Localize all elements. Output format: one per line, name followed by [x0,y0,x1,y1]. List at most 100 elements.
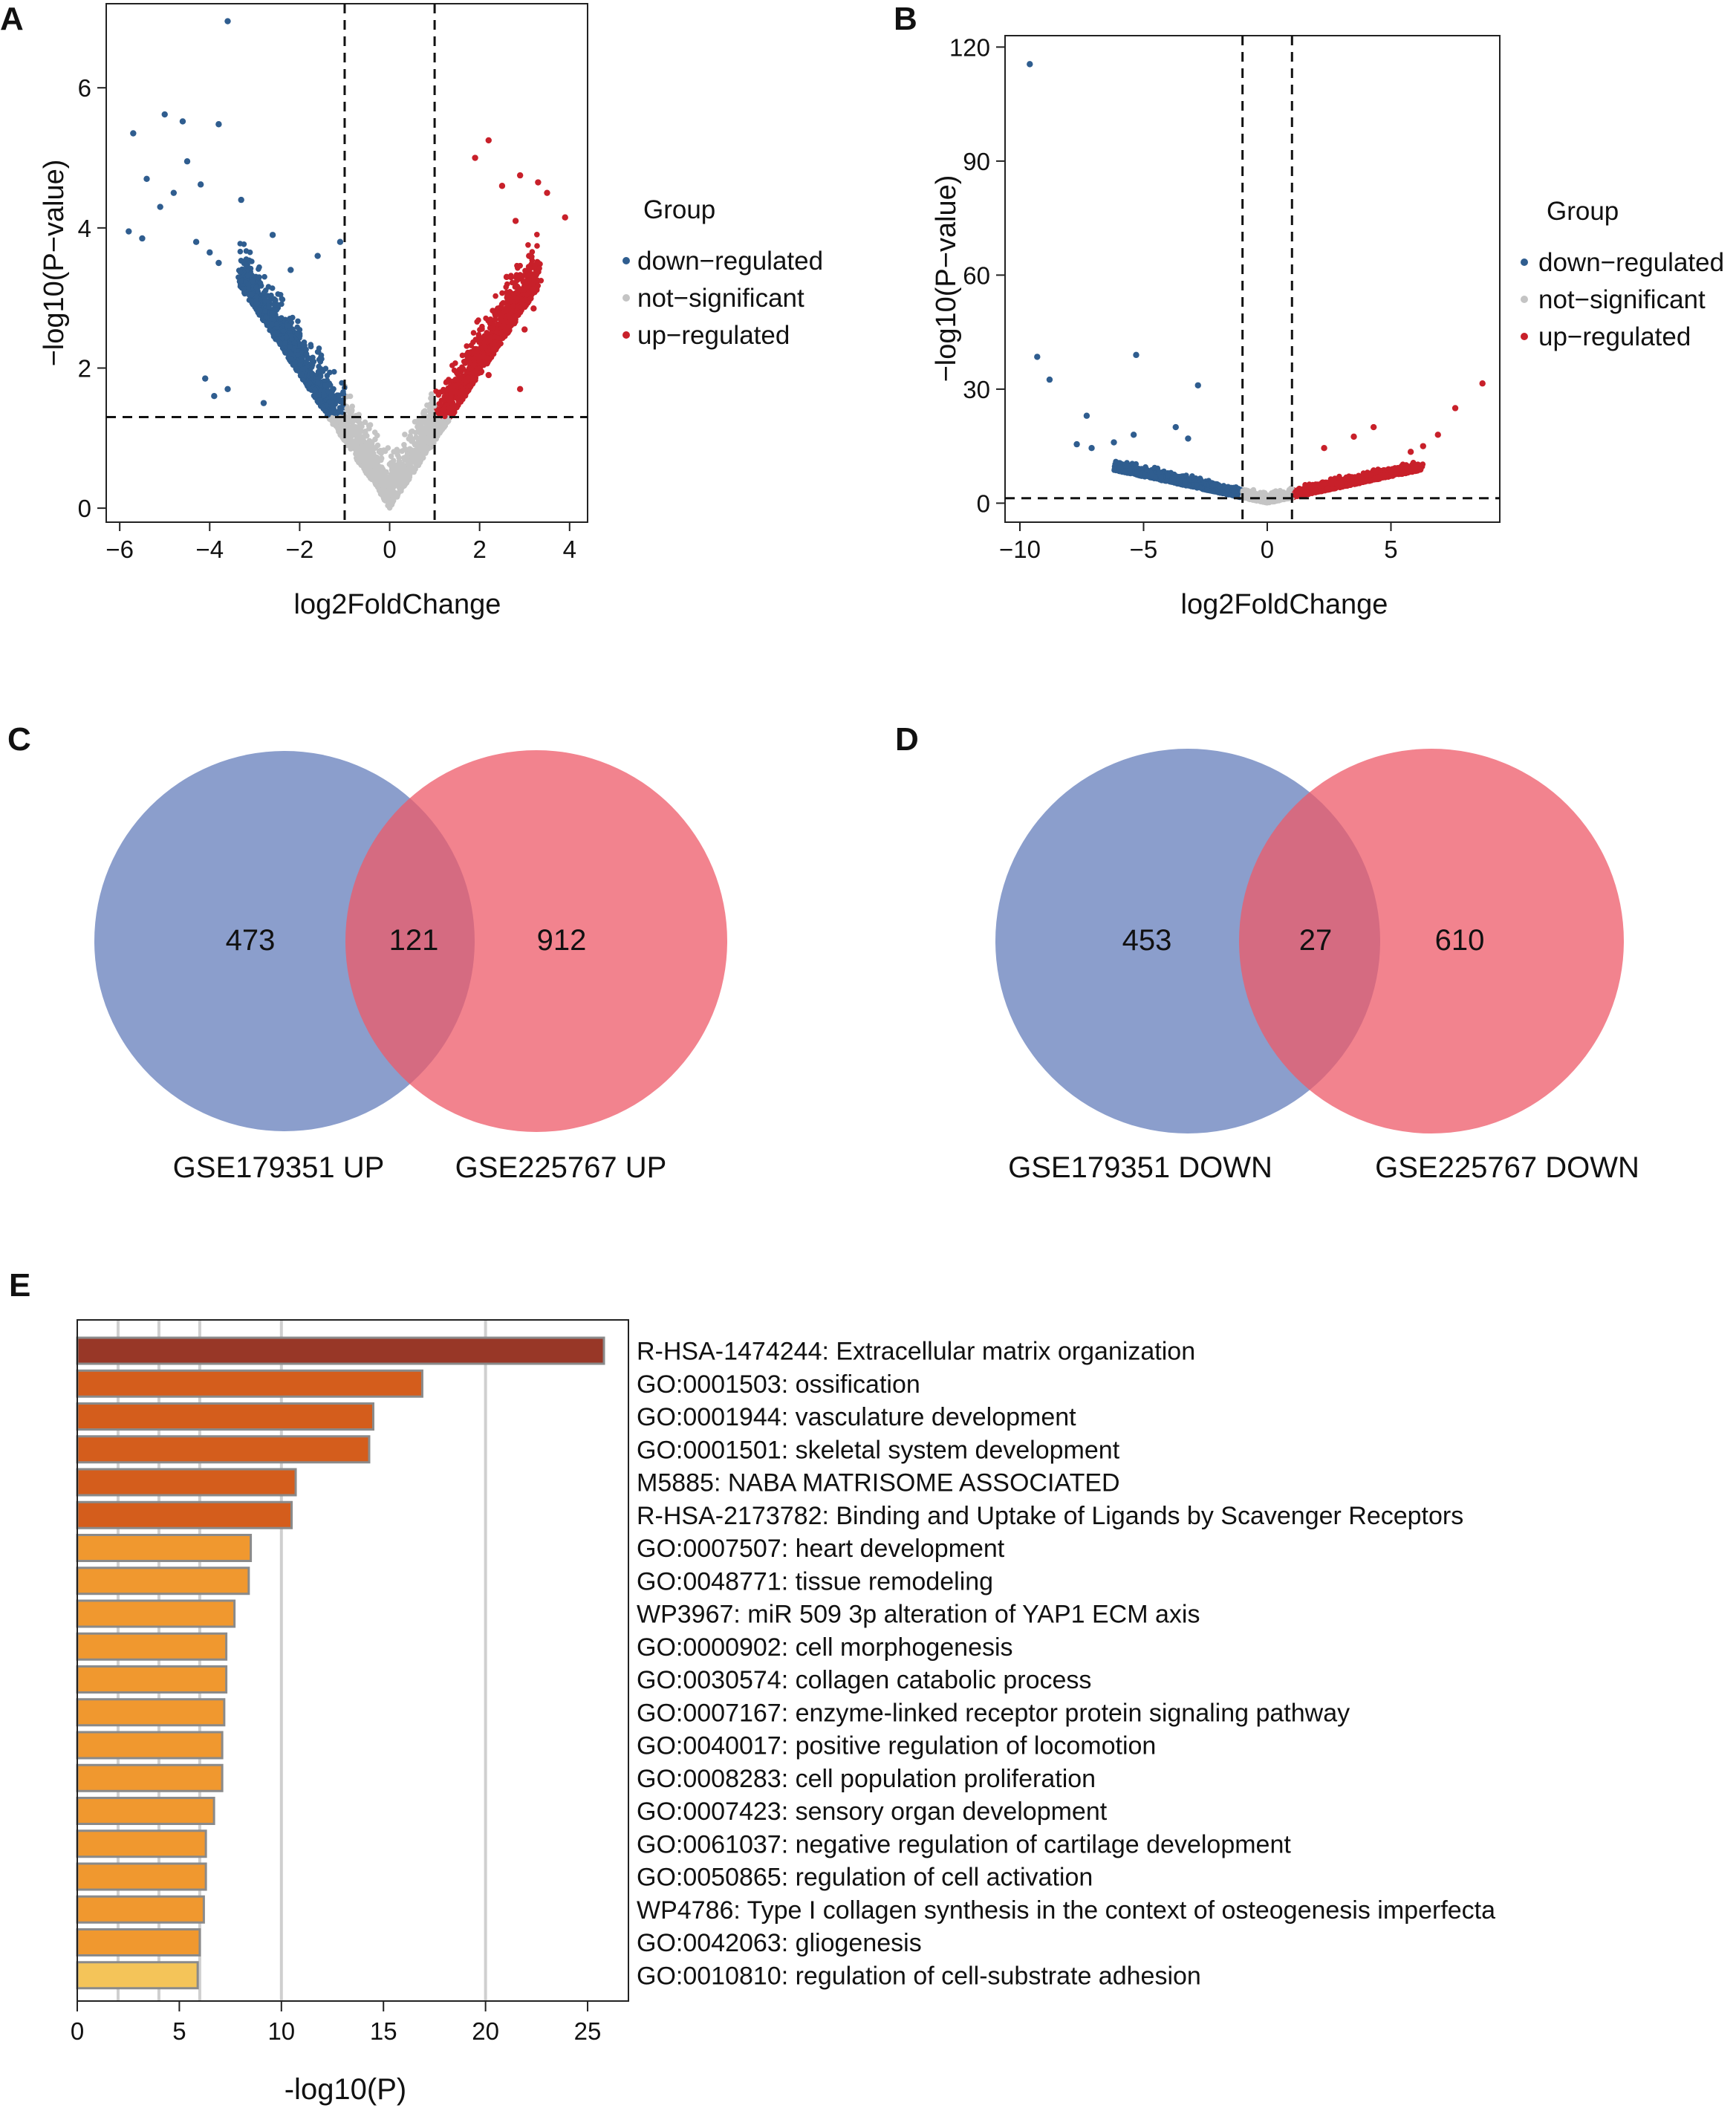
scatter-point [464,343,469,349]
scatter-point [507,299,513,305]
scatter-point [306,380,313,386]
scatter-point [499,290,505,296]
scatter-point [357,423,363,429]
scatter-point [446,405,452,411]
scatter-point [253,301,260,307]
scatter-point [303,346,309,353]
scatter-point [388,453,394,460]
scatter-point [527,296,534,302]
scatter-point [425,424,431,431]
panel-letter-b: B [894,1,917,37]
scatter-point [262,308,268,314]
scatter-point-up [521,326,528,333]
scatter-point [245,282,252,287]
scatter-point [279,296,285,302]
scatter-point-up [498,183,506,189]
scatter-point [523,302,529,309]
scatter-point [295,352,302,358]
scatter-point [330,405,336,411]
scatter-point [353,444,359,451]
scatter-point [510,303,516,309]
scatter-point [347,393,354,400]
scatter-point-up [472,154,478,161]
scatter-point [253,284,259,290]
scatter-point-up [503,273,510,281]
scatter-point [451,367,458,374]
scatter-point-up [516,172,524,179]
scatter-point [339,380,345,386]
legend-label-not-a: not−significant [637,284,804,313]
scatter-point [535,260,542,266]
scatter-point-down [207,249,213,256]
scatter-point [1316,483,1323,489]
scatter-point [378,455,385,461]
scatter-point [319,403,326,410]
scatter-point [534,243,540,249]
scatter-point [376,463,383,469]
scatter-point [243,256,250,262]
x-tick-label: −2 [286,536,314,563]
x-tick-label: 0 [383,536,396,563]
plot-frame-b [1004,35,1501,523]
scatter-point [287,351,293,357]
scatter-point [346,409,353,416]
x-tick-label: −6 [105,536,134,563]
scatter-point [297,362,304,368]
scatter-point [308,371,315,377]
scatter-point [464,368,469,374]
scatter-point [1304,484,1311,490]
scatter-point-down [183,158,191,165]
scatter-point [466,355,473,362]
scatter-point [253,293,260,300]
scatter-point [413,435,419,440]
scatter-point [273,307,279,313]
scatter-point [301,339,308,345]
scatter-point [402,432,408,437]
scatter-point [400,483,406,489]
scatter-point [357,436,363,442]
panel-letter-c: C [7,721,31,758]
scatter-point [512,294,518,301]
scatter-point [265,284,272,290]
scatter-point [458,374,464,380]
scatter-point [280,328,287,334]
legend-label-down-a: down−regulated [637,247,823,276]
scatter-point [426,434,432,440]
scatter-point [244,262,250,269]
scatter-point [250,279,256,284]
scatter-point [1412,468,1418,475]
scatter-point [429,391,435,397]
panel-letter-e: E [9,1267,30,1304]
scatter-point [414,446,420,452]
scatter-point [317,397,323,403]
scatter-point [487,320,493,326]
y-axis-label-a: −log10(P−value) [39,160,70,367]
scatter-point-up [485,137,492,144]
scatter-point [502,333,508,339]
scatter-point [514,277,521,283]
scatter-point-down [314,253,321,259]
scatter-point [426,440,432,446]
x-tick-label: 2 [472,536,486,563]
scatter-point [479,326,485,332]
scatter-point [443,380,449,386]
threshold-lines-a [106,4,588,522]
scatter-point [492,293,498,299]
scatter-point [437,411,443,417]
scatter-point [374,484,381,490]
scatter-point [269,310,276,316]
scatter-point-down [238,196,244,204]
scatter-point [313,393,319,399]
scatter-point [287,344,293,350]
scatter-point [440,386,446,393]
scatter-point [523,284,530,291]
scatter-point-down [211,393,218,400]
scatter-point [526,268,533,275]
scatter-point-up [562,214,568,221]
scatter-point [277,341,283,348]
scatter-point [440,406,446,413]
scatter-point [417,459,423,466]
scatter-point [361,461,367,467]
scatter-point-down [269,232,276,238]
